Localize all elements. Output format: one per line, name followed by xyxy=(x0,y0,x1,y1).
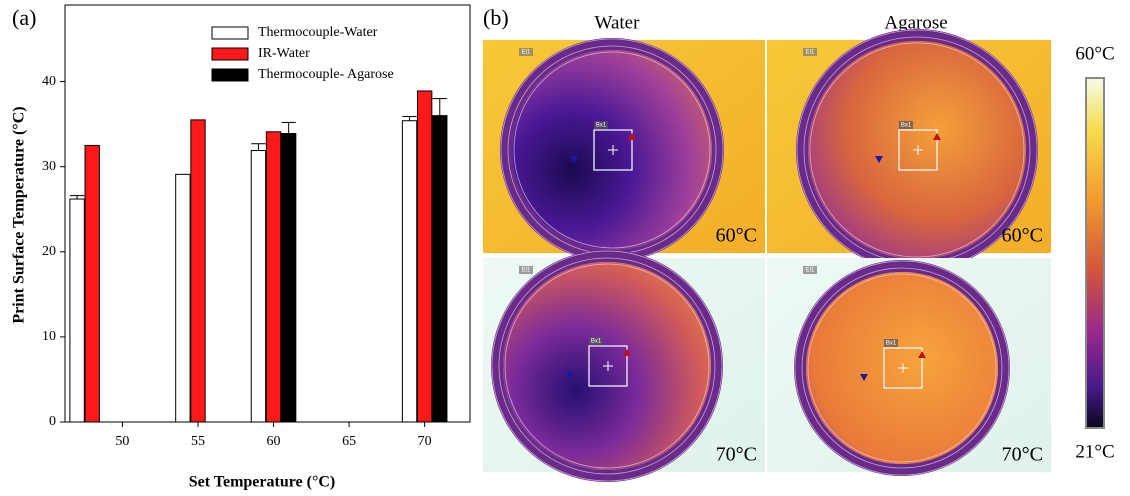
temperature-label: 60°C xyxy=(1002,225,1043,247)
legend-swatch xyxy=(212,48,248,60)
temperature-label: 70°C xyxy=(1002,444,1043,466)
y-axis-label: Print Surface Temperature (°C) xyxy=(11,106,28,323)
x-tick-label: 50 xyxy=(115,434,129,449)
legend-swatch xyxy=(212,69,248,81)
y-tick-label: 0 xyxy=(49,414,56,429)
box-label: Bx1 xyxy=(596,123,607,129)
legend-label: Thermocouple-Water xyxy=(258,25,378,40)
bar xyxy=(85,145,99,422)
colorbar-min: 21°C xyxy=(1075,441,1114,462)
temperature-label: 60°C xyxy=(716,225,757,247)
bar xyxy=(70,199,84,422)
panel-label: (a) xyxy=(12,5,36,30)
y-tick-label: 20 xyxy=(42,244,56,259)
tag: El1 xyxy=(806,268,815,274)
colorbar xyxy=(1086,78,1104,428)
bar xyxy=(176,174,190,422)
bar xyxy=(191,120,205,422)
legend-swatch xyxy=(212,27,248,39)
bar xyxy=(251,151,265,422)
box-label: Bx1 xyxy=(591,339,602,345)
x-tick-label: 60 xyxy=(267,434,281,449)
tag: El1 xyxy=(522,50,531,56)
bar xyxy=(266,132,280,422)
y-tick-label: 10 xyxy=(42,329,56,344)
panel-label: (b) xyxy=(483,5,509,30)
bar xyxy=(417,91,431,422)
y-tick-label: 40 xyxy=(42,74,56,89)
bar xyxy=(433,116,447,422)
column-label: Water xyxy=(595,12,641,33)
bar xyxy=(281,134,295,422)
y-tick-label: 30 xyxy=(42,159,56,174)
tag: El1 xyxy=(806,50,815,56)
x-tick-label: 65 xyxy=(342,434,356,449)
box-label: Bx1 xyxy=(886,341,897,347)
temperature-label: 70°C xyxy=(716,444,757,466)
figure: (a) (b) Set Temperature (°C) Print Surfa… xyxy=(0,0,1130,496)
bar xyxy=(402,121,416,422)
x-tick-label: 55 xyxy=(191,434,205,449)
x-axis-label: Set Temperature (°C) xyxy=(189,474,336,491)
legend-label: IR-Water xyxy=(258,46,310,61)
box-label: Bx1 xyxy=(901,123,912,129)
tag: El1 xyxy=(522,268,531,274)
x-tick-label: 70 xyxy=(418,434,432,449)
colorbar-max: 60°C xyxy=(1075,43,1114,64)
legend-label: Thermocouple- Agarose xyxy=(258,67,394,82)
